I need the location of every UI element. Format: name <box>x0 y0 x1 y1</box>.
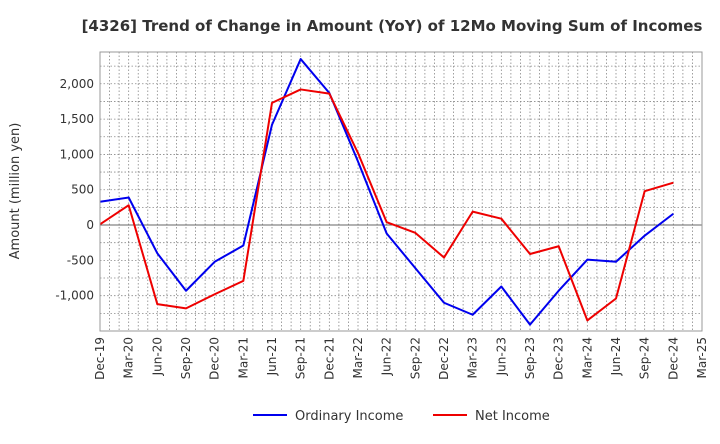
x-tick-label: Mar-25 <box>695 337 709 378</box>
x-tick-label: Sep-23 <box>523 337 537 379</box>
y-tick-label: 2,000 <box>60 77 94 91</box>
x-tick-label: Mar-22 <box>351 337 365 378</box>
x-tick-label: Jun-21 <box>265 337 279 376</box>
series-layer <box>99 58 674 326</box>
x-tick-label: Sep-20 <box>179 337 193 379</box>
x-tick-label: Mar-23 <box>466 337 480 378</box>
x-tick-label: Jun-22 <box>380 337 394 376</box>
x-tick-label: Dec-21 <box>322 337 336 380</box>
grid <box>99 52 703 332</box>
ordinary-income-line <box>99 58 674 326</box>
x-tick-label: Dec-22 <box>437 337 451 380</box>
y-tick-label: -1,000 <box>55 289 94 303</box>
x-tick-label: Dec-19 <box>93 337 107 380</box>
net-income-line <box>99 88 674 322</box>
x-tick-label: Jun-23 <box>494 337 508 376</box>
legend-label: Ordinary Income <box>295 409 403 424</box>
y-tick-label: 1,000 <box>60 147 94 161</box>
x-tick-label: Sep-22 <box>408 337 422 379</box>
x-tick-label: Mar-21 <box>236 337 250 378</box>
y-axis-label: Amount (million yen) <box>8 123 23 260</box>
x-tick-label: Sep-21 <box>294 337 308 379</box>
y-axis-ticks: -1,000 -500 0 500 1,000 1,500 2,000 <box>55 77 94 303</box>
x-axis-ticks: Dec-19 Mar-20 Jun-20 Sep-20 Dec-20 Mar-21 Jun-… <box>93 337 709 380</box>
legend-item-ordinary-income: Ordinary Income <box>253 409 403 424</box>
y-tick-label: 500 <box>71 183 94 197</box>
x-tick-label: Sep-24 <box>638 337 652 379</box>
x-tick-label: Jun-24 <box>609 337 623 376</box>
x-tick-label: Jun-20 <box>150 337 164 376</box>
legend: Ordinary Income Net Income <box>253 409 550 424</box>
y-tick-label: 0 <box>86 218 94 232</box>
y-tick-label: -500 <box>67 253 94 267</box>
plot-frame <box>99 51 703 332</box>
x-tick-label: Dec-20 <box>208 337 222 380</box>
chart-title: [4326] Trend of Change in Amount (YoY) o… <box>82 17 703 35</box>
x-tick-label: Dec-23 <box>552 337 566 380</box>
x-tick-label: Mar-24 <box>580 337 594 378</box>
x-tick-label: Mar-20 <box>122 337 136 378</box>
y-tick-label: 1,500 <box>60 112 94 126</box>
x-tick-label: Dec-24 <box>666 337 680 380</box>
legend-item-net-income: Net Income <box>433 409 550 424</box>
legend-label: Net Income <box>475 409 550 424</box>
